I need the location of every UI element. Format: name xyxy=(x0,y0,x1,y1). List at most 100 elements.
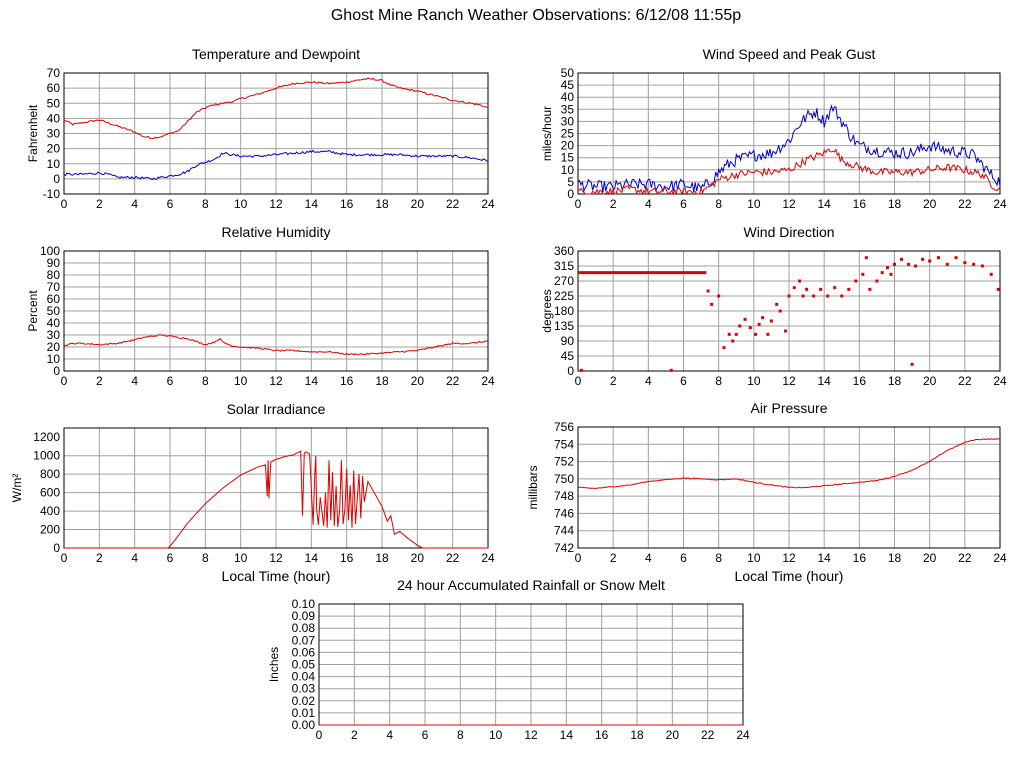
x-tick-label: 16 xyxy=(853,551,867,565)
data-point xyxy=(783,329,787,333)
y-tick-label: 40 xyxy=(47,316,61,330)
y-tick-label: 10 xyxy=(47,352,61,366)
x-tick-label: 18 xyxy=(375,374,389,388)
y-tick-label: 315 xyxy=(554,259,574,273)
data-point xyxy=(833,286,837,290)
data-point xyxy=(812,294,816,298)
x-tick-label: 12 xyxy=(269,197,283,211)
y-tick-label: 0.00 xyxy=(292,718,316,732)
y-tick-label: 0.07 xyxy=(292,633,316,647)
x-tick-label: 0 xyxy=(61,197,68,211)
x-tick-label: 0 xyxy=(575,197,582,211)
data-point xyxy=(945,262,949,266)
y-tick-label: 70 xyxy=(47,66,61,80)
y-tick-label: 0.03 xyxy=(292,682,316,696)
data-point xyxy=(792,286,796,290)
x-tick-label: 6 xyxy=(167,551,174,565)
y-tick-label: 0 xyxy=(567,364,574,378)
x-tick-label: 12 xyxy=(524,728,538,742)
y-tick-label: 742 xyxy=(554,541,574,555)
y-tick-label: 30 xyxy=(47,127,61,141)
x-tick-label: 22 xyxy=(446,374,460,388)
x-tick-label: 14 xyxy=(305,374,319,388)
x-tick-label: 16 xyxy=(340,197,354,211)
y-tick-label: 100 xyxy=(40,244,60,258)
y-tick-label: 746 xyxy=(554,506,574,520)
x-axis-label: Local Time (hour) xyxy=(735,568,844,584)
x-tick-label: 12 xyxy=(269,551,283,565)
y-tick-label: 70 xyxy=(47,280,61,294)
x-axis-label: Local Time (hour) xyxy=(222,568,331,584)
y-tick-label: 20 xyxy=(47,340,61,354)
data-point xyxy=(761,316,765,320)
x-tick-label: 10 xyxy=(747,197,761,211)
x-tick-label: 0 xyxy=(575,374,582,388)
x-tick-label: 2 xyxy=(610,374,617,388)
x-tick-label: 12 xyxy=(782,197,796,211)
x-tick-label: 6 xyxy=(422,728,429,742)
plot-frame xyxy=(63,427,489,549)
x-tick-label: 8 xyxy=(202,374,209,388)
x-tick-label: 2 xyxy=(610,197,617,211)
y-tick-label: 15 xyxy=(561,151,575,165)
y-tick-label: 1000 xyxy=(33,449,60,463)
data-point xyxy=(727,332,731,336)
x-tick-label: 8 xyxy=(202,551,209,565)
x-tick-label: 6 xyxy=(167,197,174,211)
x-tick-label: 18 xyxy=(888,551,902,565)
data-point xyxy=(722,346,726,350)
data-point xyxy=(766,332,770,336)
data-point xyxy=(972,262,976,266)
y-tick-label: 45 xyxy=(561,349,575,363)
x-tick-label: 14 xyxy=(560,728,574,742)
x-tick-label: 12 xyxy=(782,374,796,388)
x-tick-label: 22 xyxy=(958,197,972,211)
data-point xyxy=(893,262,896,266)
y-tick-label: 0.06 xyxy=(292,645,316,659)
y-tick-label: 30 xyxy=(561,114,575,128)
y-tick-label: 0.04 xyxy=(292,670,316,684)
data-point xyxy=(778,309,782,313)
x-tick-label: 16 xyxy=(853,197,867,211)
y-tick-label: 750 xyxy=(554,472,574,486)
x-tick-label: 22 xyxy=(958,551,972,565)
y-tick-label: 60 xyxy=(47,81,61,95)
x-tick-label: 12 xyxy=(269,374,283,388)
y-axis-label: Inches xyxy=(267,647,281,682)
y-tick-label: 0.05 xyxy=(292,658,316,672)
page-title: Ghost Mine Ranch Weather Observations: 6… xyxy=(330,7,742,24)
data-point xyxy=(861,272,865,276)
y-tick-label: 270 xyxy=(554,274,574,288)
x-tick-label: 20 xyxy=(411,374,425,388)
y-axis-label: Fahrenheit xyxy=(26,104,40,162)
y-tick-label: 10 xyxy=(47,157,61,171)
data-point xyxy=(757,322,761,326)
y-tick-label: 25 xyxy=(561,127,575,141)
y-tick-label: 0.08 xyxy=(292,621,316,635)
y-tick-label: 200 xyxy=(40,523,60,537)
data-point xyxy=(847,287,851,291)
chart-title: Relative Humidity xyxy=(222,224,331,240)
y-tick-label: 50 xyxy=(47,96,61,110)
y-tick-label: 0.02 xyxy=(292,694,316,708)
x-tick-label: 24 xyxy=(993,374,1007,388)
x-tick-label: 14 xyxy=(817,197,831,211)
y-tick-label: 90 xyxy=(561,334,575,348)
y-tick-label: 0.10 xyxy=(292,597,316,611)
x-tick-label: 18 xyxy=(888,197,902,211)
y-tick-label: 40 xyxy=(561,90,575,104)
chart-rain: 24 hour Accumulated Rainfall or Snow Mel… xyxy=(267,577,750,742)
x-tick-label: 0 xyxy=(61,551,68,565)
x-tick-label: 6 xyxy=(680,197,687,211)
data-point xyxy=(710,302,714,306)
chart-title: Wind Direction xyxy=(743,224,834,240)
x-tick-label: 6 xyxy=(680,551,687,565)
x-tick-label: 0 xyxy=(61,374,68,388)
x-tick-label: 10 xyxy=(747,374,761,388)
x-tick-label: 8 xyxy=(457,728,464,742)
y-tick-label: 400 xyxy=(40,504,60,518)
